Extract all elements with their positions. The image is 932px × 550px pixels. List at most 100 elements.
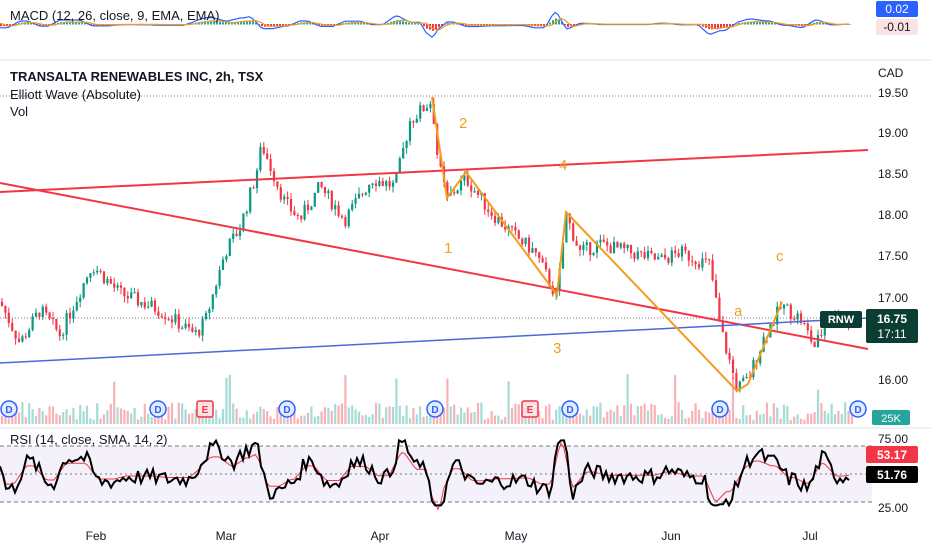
candle-body [306, 204, 310, 211]
volume-bar [701, 418, 704, 424]
upper-red-trendline[interactable] [0, 149, 869, 193]
volume-bar [782, 404, 786, 424]
volume-bar [300, 415, 303, 424]
candle-body [221, 259, 225, 270]
macd-hist-bar [399, 20, 401, 25]
volume-bar [833, 414, 837, 424]
volume-bar [116, 407, 119, 424]
volume-bar [191, 412, 194, 424]
candle-body [41, 306, 44, 318]
macd-hist-bar [294, 23, 296, 25]
volume-bar [106, 410, 109, 424]
x-tick-mar: Mar [216, 529, 237, 543]
volume-bar [79, 404, 82, 424]
volume-bar [799, 418, 803, 424]
macd-hist-bar [216, 21, 218, 25]
price-pane[interactable]: 2 4 1 3 a c TRANSALTA RENEWABLES INC, 2h… [0, 69, 872, 424]
dividend-marker [426, 400, 444, 418]
macd-hist-bar [312, 23, 314, 25]
volume-bar [279, 410, 282, 424]
volume-bar [786, 405, 789, 424]
rsi-line [0, 438, 850, 508]
macd-hist-bar [747, 21, 749, 25]
candle-body [378, 180, 381, 186]
candle-body [561, 242, 565, 269]
candle-body [388, 181, 391, 187]
elliott-wave-path[interactable] [431, 96, 783, 393]
volume-bar [123, 410, 126, 424]
candle-body [425, 108, 429, 112]
volume-bar [96, 403, 99, 424]
candle-body [361, 193, 364, 195]
volume-bar [578, 413, 582, 424]
lower-red-trendline[interactable] [0, 182, 869, 350]
volume-bar [259, 406, 262, 424]
macd-hist-bar [0, 24, 2, 27]
candle-body [708, 258, 711, 261]
candle-body [728, 353, 731, 360]
volume-bar [609, 409, 612, 424]
volume-bar [17, 412, 21, 424]
dividend-marker-label: D [566, 405, 573, 416]
volume-bar [779, 418, 782, 424]
macd-hist-bar [27, 22, 29, 25]
volume-bar [538, 411, 541, 424]
candle-body [177, 314, 180, 329]
candle-body [123, 287, 126, 297]
macd-hist-bar [90, 24, 92, 25]
macd-hist-bar [579, 23, 581, 25]
candle-body [323, 186, 327, 194]
candle-body [514, 226, 517, 231]
candle-body [640, 251, 643, 253]
volume-bar [344, 375, 347, 424]
candle-body [697, 264, 701, 268]
volume-bar [629, 403, 633, 424]
candle-body [657, 256, 660, 260]
volume-bar [38, 407, 41, 424]
candle-body [347, 209, 350, 227]
price-axis[interactable]: CAD 19.50 19.00 18.50 18.00 17.50 17.00 … [878, 66, 908, 387]
volume-bar [507, 381, 510, 424]
volume-bar [51, 406, 55, 424]
volume-bar [816, 389, 820, 424]
blue-trendline[interactable] [0, 317, 869, 364]
candle-body [592, 252, 595, 256]
macd-hist-bar [318, 24, 320, 26]
candle-body [738, 381, 741, 391]
volume-bar [164, 419, 167, 424]
candle-body [252, 187, 255, 189]
dividend-marker [849, 400, 867, 418]
candle-body [473, 191, 476, 193]
volume-bar [490, 411, 493, 424]
volume-bar [317, 415, 320, 424]
volume-bar [589, 415, 592, 424]
candle-body [718, 297, 721, 321]
ticker-badge-label: RNW [828, 314, 855, 326]
dividend-marker-label: D [283, 405, 290, 416]
candle-body [646, 250, 650, 259]
wave-label-c: c [776, 248, 784, 265]
candle-body [266, 153, 269, 159]
candle-body [184, 323, 187, 328]
candle-body [527, 237, 531, 253]
candle-body [65, 312, 68, 335]
volume-bar [708, 412, 711, 424]
candle-body [276, 181, 279, 188]
candle-body [68, 312, 72, 319]
time-axis[interactable]: Feb Mar Apr May Jun Jul [86, 529, 818, 543]
last-price-badge [866, 309, 918, 343]
candle-body [490, 211, 493, 216]
volume-bar [72, 408, 75, 424]
volume-bar [504, 416, 507, 424]
volume-bar [439, 410, 442, 424]
candle-body [568, 214, 571, 224]
candle-body [368, 184, 371, 193]
volume-bar [684, 418, 687, 424]
volume-bar [646, 410, 650, 424]
volume-bar [371, 414, 374, 424]
candle-body [395, 173, 398, 183]
rsi-pane[interactable]: RSI (14, close, SMA, 14, 2) [0, 432, 872, 511]
candle-body [405, 141, 408, 149]
